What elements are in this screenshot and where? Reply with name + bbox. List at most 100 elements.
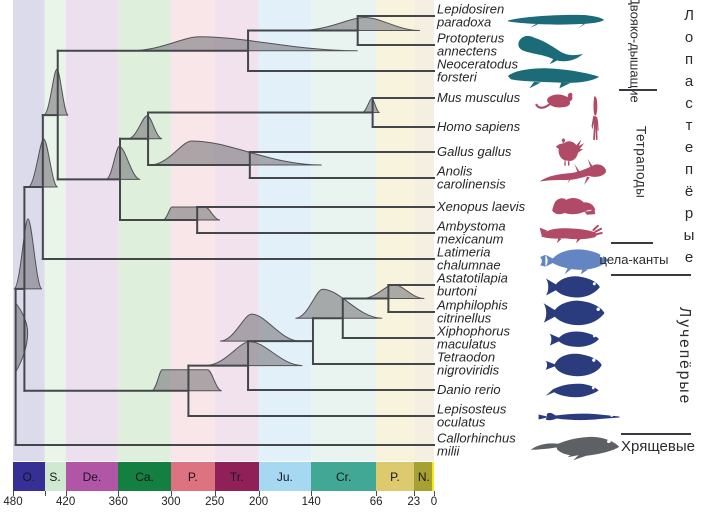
period-band-Cr xyxy=(311,0,377,461)
period-bar-quaternary xyxy=(431,462,434,491)
species-name-line: Neoceratodus xyxy=(437,56,518,72)
lungfish-slender-icon-part xyxy=(508,14,604,25)
period-abbr: O. xyxy=(22,469,36,484)
axis-tick-label: 140 xyxy=(301,496,321,508)
group-divider xyxy=(619,89,657,91)
group-label-line: цела- xyxy=(599,251,633,267)
axis-tick xyxy=(118,491,120,496)
species-name-line: Ambystoma xyxy=(437,218,506,234)
period-bar-P: P. xyxy=(170,462,215,491)
period-abbr: Ju. xyxy=(276,469,293,484)
lungfish-slender-icon xyxy=(508,14,604,29)
species-name-line: milii xyxy=(437,443,460,458)
period-band-P xyxy=(170,0,215,461)
species-name-line: maculatus xyxy=(437,336,497,351)
cichlid-icon-part xyxy=(596,307,600,312)
coelacanth-icon-part xyxy=(540,254,546,267)
species-name-line: nigroviridis xyxy=(437,362,500,377)
axis-tick xyxy=(434,491,435,496)
axolotl-icon xyxy=(539,226,602,244)
period-bar-Cr: Cr. xyxy=(311,462,377,491)
mouse-icon-part xyxy=(567,92,573,98)
coelacanth-icon-part xyxy=(564,268,572,275)
lungfish-stout-icon-part xyxy=(559,82,570,89)
axolotl-icon-part xyxy=(541,228,597,240)
lizard-icon-part xyxy=(539,164,606,182)
frog-icon-part xyxy=(583,208,596,215)
species-label: Ambystoma mexicanum xyxy=(437,218,506,246)
axis-tick-label: 480 xyxy=(3,496,23,508)
period-abbr: P. xyxy=(187,469,198,484)
axis-tick xyxy=(170,491,172,496)
divergence-density-reptilia xyxy=(149,140,322,166)
chicken-icon-part xyxy=(567,161,570,166)
species-name-line: Homo sapiens xyxy=(437,118,521,134)
lungfish-curved-icon xyxy=(518,35,584,65)
period-abbr: P. xyxy=(390,469,400,484)
group-label-lopasteperye: Лопастепёрые xyxy=(676,7,702,271)
species-label: Lepidosiren paradoxa xyxy=(437,1,505,29)
human-icon-part xyxy=(593,96,598,116)
cichlid-icon xyxy=(543,300,605,326)
divergence-density-osteichthyes xyxy=(13,218,43,290)
chicken-icon-part xyxy=(561,138,566,143)
chimaera-icon-part xyxy=(606,440,611,443)
period-abbr: S. xyxy=(49,469,61,484)
period-band-S xyxy=(44,0,66,461)
chimaera-icon-part xyxy=(529,436,620,461)
species-name-line: Latimeria xyxy=(437,244,491,260)
group-label-dvoyakodyshashchie: Двояко-дышащие xyxy=(616,0,654,103)
axis-tick-label: 0 xyxy=(430,496,438,508)
group-label-line: Двояко- xyxy=(627,0,643,43)
group-label-tetrapody: Тетраподы xyxy=(630,104,652,220)
human-icon-part xyxy=(591,115,599,140)
period-abbr: De. xyxy=(82,469,102,484)
period-band-N xyxy=(413,0,434,461)
species-name-line: paradoxa xyxy=(437,14,492,29)
axis-tick xyxy=(44,491,46,496)
platy-icon-part xyxy=(549,331,599,347)
chicken-icon xyxy=(555,138,585,166)
group-label-lucheperye: Лучепёрые xyxy=(672,280,696,432)
period-bar-O: O. xyxy=(13,462,45,491)
species-label: Astatotilapia burtoni xyxy=(437,270,508,298)
period-bar-N: N. xyxy=(413,462,434,491)
species-name-line: Lepidosiren xyxy=(437,1,505,17)
puffer-icon xyxy=(545,353,602,377)
divergence-density-actinopterygii xyxy=(151,369,222,392)
species-label: Danio rerio xyxy=(437,381,501,397)
species-label: Lepisosteus oculatus xyxy=(437,403,506,429)
platy-icon xyxy=(549,331,599,347)
period-band-Ca xyxy=(118,0,171,461)
species-name-line: oculatus xyxy=(437,414,486,429)
group-label-line: Тетраподы xyxy=(633,125,649,199)
group-divider xyxy=(611,274,691,276)
mouse-icon xyxy=(536,92,573,108)
species-name-line: Danio rerio xyxy=(437,381,501,397)
gar-icon xyxy=(538,412,620,421)
species-name-line: Astatotilapia xyxy=(437,270,508,286)
divergence-density-percomorpha xyxy=(219,313,300,342)
group-label-tselakanty: цела-канты xyxy=(600,245,669,273)
chicken-icon-part xyxy=(564,160,566,166)
group-divider xyxy=(621,433,691,435)
axis-tick-label: 23 xyxy=(407,496,421,508)
period-band-P xyxy=(376,0,414,461)
human-icon xyxy=(591,96,599,140)
species-name-line: annectens xyxy=(437,43,497,58)
axis-tick xyxy=(311,491,313,496)
species-name-line: forsteri xyxy=(437,69,477,84)
axolotl-icon-part xyxy=(597,233,602,234)
axolotl-icon-part xyxy=(539,227,548,236)
species-name-line: Mus musculus xyxy=(437,89,521,105)
danio-icon-part xyxy=(591,386,595,390)
species-name-line: Callorhinchus xyxy=(437,430,516,446)
lizard-icon-part xyxy=(574,163,580,174)
axis-tick xyxy=(376,491,378,496)
axis-tick-label: 420 xyxy=(56,496,76,508)
lungfish-curved-icon-part xyxy=(518,35,584,62)
species-name-line: burtoni xyxy=(437,283,477,298)
group-label-line: дышащие xyxy=(627,42,643,103)
period-abbr: Cr. xyxy=(335,469,352,484)
